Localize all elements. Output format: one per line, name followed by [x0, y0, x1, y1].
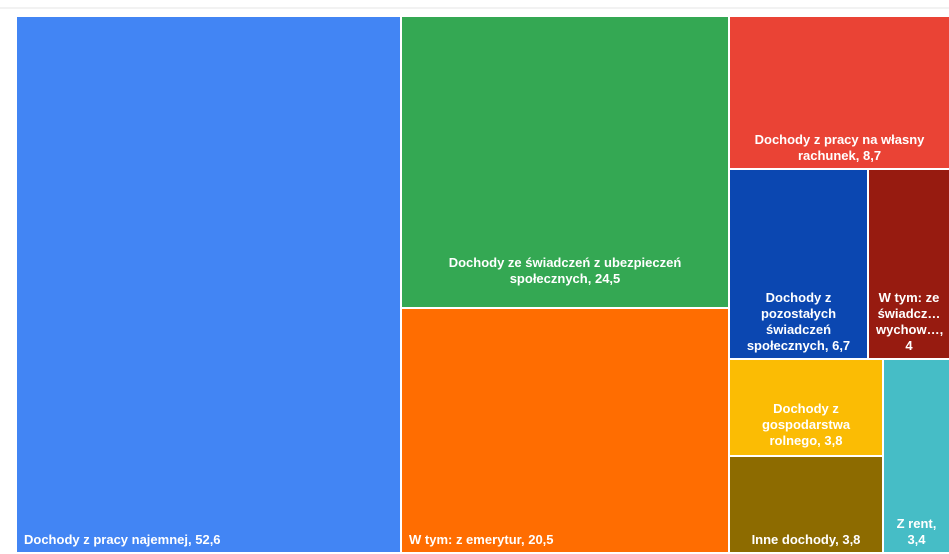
cell-value: 24,5: [594, 271, 621, 286]
label-text: Dochody z pracy najemnej, 52,6: [24, 532, 221, 547]
cell-label: Inne dochody, 3,8: [730, 457, 882, 552]
cell-name: Inne dochody: [751, 532, 836, 547]
label-box: Dochody ze świadczeń z ubezpieczeń społe…: [402, 17, 728, 307]
label-box: W tym: z emerytur, 20,5: [402, 309, 728, 552]
cell-label: Dochody z pozostałych świadczeń społeczn…: [730, 170, 867, 358]
treemap-cell: [869, 170, 949, 358]
cell-name: Dochody z pracy najemnej: [24, 532, 188, 547]
label-text: W tym: ze świadcz… wychow…, 4: [876, 290, 944, 353]
label-text: W tym: z emerytur, 20,5: [409, 532, 554, 547]
label-box: Dochody z pracy najemnej, 52,6: [17, 17, 400, 552]
cell-label: Dochody z pracy najemnej, 52,6: [17, 17, 400, 552]
label-box: W tym: ze świadcz… wychow…, 4: [869, 170, 949, 358]
cell-value: 3,8: [824, 433, 843, 448]
cell-name: Z rent: [896, 516, 933, 531]
treemap-cell: [730, 360, 882, 455]
cell-name: Dochody ze świadczeń z ubezpieczeń społe…: [448, 255, 682, 286]
label-text: Dochody ze świadczeń z ubezpieczeń społe…: [448, 255, 682, 286]
label-box: Dochody z pozostałych świadczeń społeczn…: [730, 170, 867, 358]
treemap-cell: [730, 17, 949, 168]
cell-value: 8,7: [862, 148, 882, 163]
cell-label: W tym: z emerytur, 20,5: [402, 309, 728, 552]
treemap-cell: [17, 17, 400, 552]
label-text: Dochody z pozostałych świadczeń społeczn…: [746, 290, 851, 353]
cell-value: 3,8: [842, 532, 861, 547]
cell-name: W tym: ze świadcz… wychow…: [876, 290, 941, 337]
label-text: Z rent, 3,4: [896, 516, 937, 547]
label-box: Dochody z gospodarstwa rolnego, 3,8: [730, 360, 882, 455]
treemap-cell: [402, 17, 728, 307]
cell-name: W tym: z emerytur: [409, 532, 521, 547]
treemap-cell: [402, 309, 728, 552]
treemap-cell: [884, 360, 949, 552]
cell-value: 52,6: [195, 532, 221, 547]
cell-value: 20,5: [528, 532, 554, 547]
label-text: Dochody z gospodarstwa rolnego, 3,8: [761, 401, 851, 448]
cell-value: 4: [905, 338, 913, 353]
cell-label: Dochody ze świadczeń z ubezpieczeń społe…: [402, 17, 728, 307]
treemap-cell: [730, 170, 867, 358]
cell-label: Dochody z pracy na własny rachunek, 8,7: [730, 17, 949, 168]
cell-name: Dochody z gospodarstwa rolnego: [761, 401, 851, 448]
cell-name: Dochody z pracy na własny rachunek: [754, 132, 925, 163]
cell-label: Dochody z gospodarstwa rolnego, 3,8: [730, 360, 882, 455]
cell-value: 3,4: [907, 532, 926, 547]
cell-value: 6,7: [832, 338, 851, 353]
label-box: Z rent, 3,4: [884, 360, 949, 552]
label-text: Inne dochody, 3,8: [751, 532, 861, 547]
cell-label: Z rent, 3,4: [884, 360, 949, 552]
cell-name: Dochody z pozostałych świadczeń społeczn…: [746, 290, 837, 353]
label-box: Dochody z pracy na własny rachunek, 8,7: [730, 17, 949, 168]
cell-label: W tym: ze świadcz… wychow…, 4: [869, 170, 949, 358]
label-text: Dochody z pracy na własny rachunek, 8,7: [754, 132, 925, 163]
label-box: Inne dochody, 3,8: [730, 457, 882, 552]
treemap-cell: [730, 457, 882, 552]
